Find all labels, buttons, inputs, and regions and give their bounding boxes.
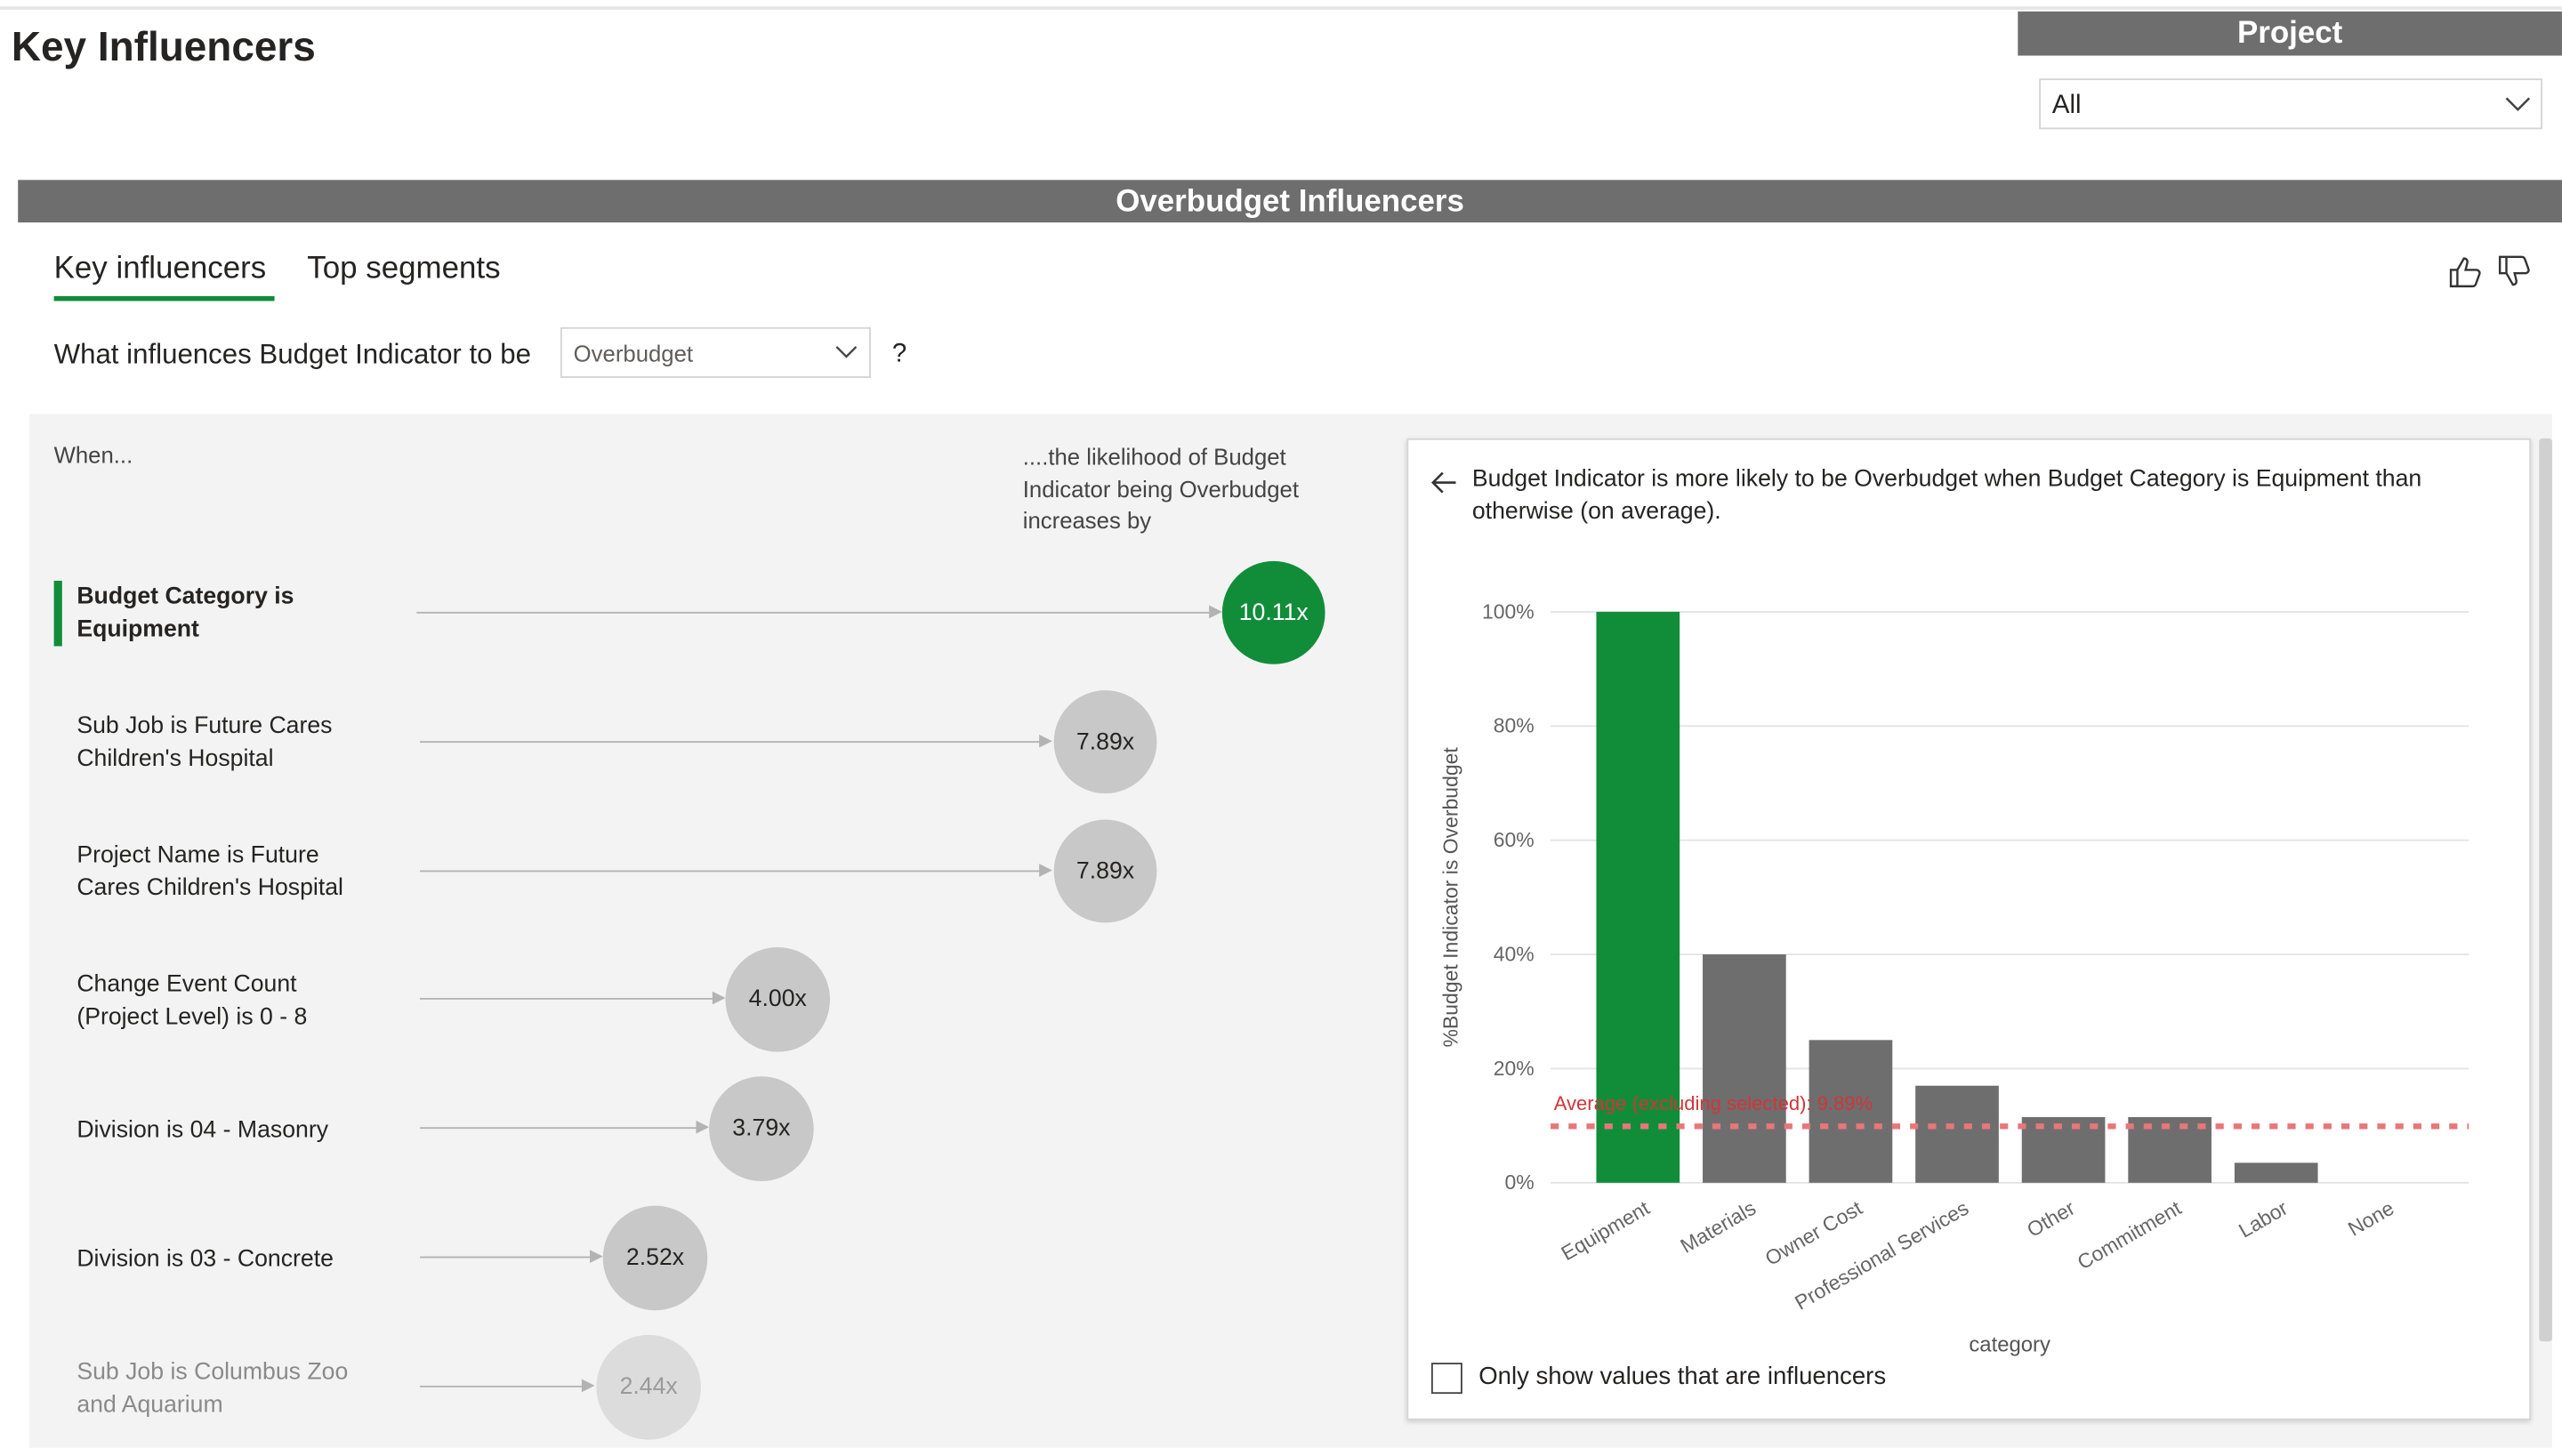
x-axis-label: category	[1969, 1332, 2050, 1356]
bar-labor	[2234, 1162, 2318, 1183]
selected-indicator	[53, 580, 62, 647]
y-tick-label: 40%	[1494, 942, 1535, 965]
influencer-label-columbus-zoo[interactable]: Sub Job is Columbus Zoo and Aquarium	[77, 1359, 349, 1419]
influencer-bubble[interactable]: 3.79x	[709, 1076, 814, 1181]
influencer-bubble[interactable]: 2.44x	[596, 1334, 701, 1440]
bar-materials	[1703, 954, 1786, 1183]
influencer-bubble[interactable]: 4.00x	[725, 946, 831, 1052]
influencer-bubble[interactable]: 7.89x	[1053, 690, 1157, 794]
detail-description: Budget Indicator is more likely to be Ov…	[1471, 466, 2422, 525]
page-title: Key Influencers	[11, 24, 316, 71]
y-tick-label: 20%	[1494, 1057, 1535, 1080]
visual-title: Overbudget Influencers	[18, 180, 2562, 223]
y-tick-label: 100%	[1482, 599, 1535, 623]
x-tick-label: Labor	[2235, 1196, 2292, 1243]
influencer-label-project-name-future-cares[interactable]: Project Name is Future Cares Children's …	[77, 842, 343, 902]
likelihood-label: ....the likelihood of Budget Indicator b…	[1022, 443, 1299, 534]
project-slicer-header: Project	[2018, 11, 2562, 56]
y-axis-label: %Budget Indicator is Overbudget	[1438, 747, 1462, 1048]
outcome-dropdown-value: Overbudget	[573, 340, 694, 367]
overbudget-bar-chart: 0% 20% 40% 60% 80% 100% %Budget Indicator is O…	[1438, 599, 2469, 1356]
arrowhead	[1209, 605, 1222, 619]
outcome-dropdown[interactable]: Overbudget	[560, 326, 871, 378]
question-text: What influences Budget Indicator to be	[53, 338, 531, 370]
top-border	[0, 6, 2562, 11]
influencers-only-label: Only show values that are influencers	[1478, 1363, 1887, 1391]
influencers-only-checkbox[interactable]	[1430, 1363, 1462, 1395]
arrowhead	[590, 1250, 603, 1263]
arrowhead	[1039, 734, 1052, 748]
bar-professional-services	[1915, 1085, 1999, 1183]
arrowhead	[1039, 864, 1052, 877]
influencer-label-budget-category-equipment[interactable]: Budget Category is Equipment	[77, 583, 294, 643]
x-tick-label: None	[2344, 1196, 2398, 1241]
thumbs-down-icon[interactable]	[2496, 253, 2532, 289]
average-line-label: Average (excluding selected): 9.89%	[1554, 1092, 1873, 1114]
influencer-connector	[420, 1127, 698, 1130]
x-tick-label: Other	[2023, 1196, 2079, 1242]
active-tab-underline	[53, 295, 275, 302]
detail-card	[1406, 438, 2532, 1420]
when-label: When...	[53, 441, 133, 469]
x-tick-label: Commitment	[2074, 1195, 2186, 1274]
bar-equipment	[1596, 611, 1680, 1183]
influencer-bubble[interactable]: 2.52x	[602, 1205, 708, 1311]
tab-top-segments[interactable]: Top segments	[307, 252, 501, 286]
back-arrow-icon[interactable]	[1430, 468, 1459, 497]
influencer-bubble[interactable]: 10.11x	[1221, 560, 1325, 664]
arrowhead	[581, 1379, 595, 1393]
influencer-label-sub-job-future-cares[interactable]: Sub Job is Future Cares Children's Hospi…	[77, 712, 333, 773]
scrollbar[interactable]	[2539, 438, 2552, 1342]
influencer-connector	[416, 611, 1210, 614]
tab-key-influencers[interactable]: Key influencers	[53, 252, 267, 286]
x-tick-label: Professional Services	[1791, 1196, 1972, 1315]
x-tick-label: Equipment	[1557, 1195, 1654, 1265]
x-tick-label: Materials	[1676, 1196, 1760, 1258]
arrowhead	[696, 1120, 710, 1134]
influencer-label-division-concrete[interactable]: Division is 03 - Concrete	[77, 1246, 334, 1273]
project-slicer-value: All	[2051, 92, 2082, 120]
bar-owner-cost	[1809, 1040, 1893, 1183]
influencer-connector	[420, 1385, 584, 1388]
y-tick-label: 80%	[1494, 714, 1535, 737]
project-slicer-dropdown[interactable]: All	[2039, 78, 2542, 130]
thumbs-up-icon[interactable]	[2447, 253, 2483, 289]
influencer-connector	[420, 1256, 592, 1259]
arrowhead	[712, 991, 726, 1005]
influencer-label-division-masonry[interactable]: Division is 04 - Masonry	[77, 1117, 329, 1144]
y-tick-label: 60%	[1494, 828, 1535, 851]
chevron-down-icon	[2505, 97, 2531, 112]
influencer-connector	[420, 870, 1041, 873]
influencer-label-change-event-count[interactable]: Change Event Count (Project Level) is 0 …	[77, 971, 308, 1031]
question-mark: ?	[891, 340, 907, 368]
influencer-connector	[420, 997, 714, 1000]
influencer-bubble[interactable]: 7.89x	[1053, 819, 1157, 923]
influencer-connector	[420, 741, 1041, 744]
y-tick-label: 0%	[1504, 1170, 1534, 1194]
chevron-down-icon	[835, 346, 858, 358]
